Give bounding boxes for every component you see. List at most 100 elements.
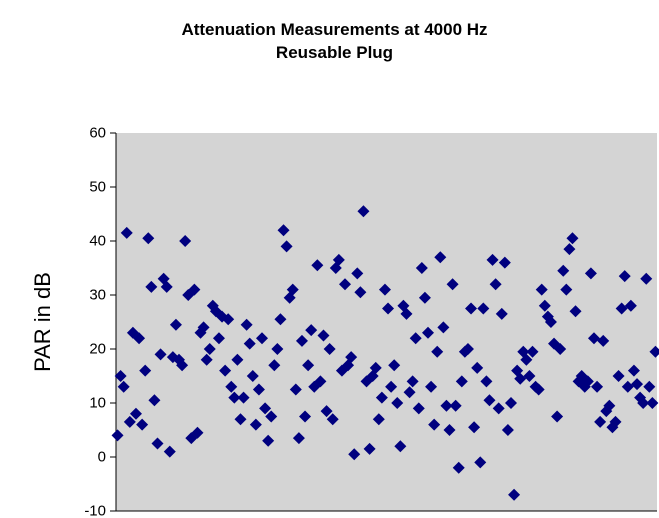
data-point xyxy=(243,337,256,350)
data-point xyxy=(480,375,493,388)
data-point xyxy=(256,332,269,345)
y-tick-label: 30 xyxy=(89,287,106,304)
data-point xyxy=(188,283,201,296)
data-point xyxy=(323,343,336,355)
data-point xyxy=(391,397,404,409)
data-point xyxy=(305,324,318,337)
data-point xyxy=(566,232,579,245)
data-point xyxy=(557,264,570,277)
data-point xyxy=(418,291,431,304)
data-point xyxy=(587,332,600,345)
data-point xyxy=(495,307,508,320)
data-point xyxy=(465,302,478,315)
y-tick-label: 40 xyxy=(89,233,106,250)
y-tick-label: -10 xyxy=(84,503,106,518)
data-point xyxy=(354,286,367,299)
data-point xyxy=(532,383,545,396)
data-point xyxy=(535,283,548,296)
data-point xyxy=(246,370,259,382)
chart-title-block: Attenuation Measurements at 4000 Hz Reus… xyxy=(0,18,659,64)
data-point xyxy=(332,253,345,266)
data-point xyxy=(520,353,533,366)
data-point xyxy=(120,226,133,239)
data-point xyxy=(412,402,425,415)
data-point xyxy=(403,386,416,399)
data-point xyxy=(560,283,573,296)
data-point xyxy=(139,364,152,377)
data-point xyxy=(271,343,284,355)
data-point xyxy=(609,415,622,428)
data-point xyxy=(415,262,428,274)
data-point xyxy=(406,375,419,388)
chart-title: Attenuation Measurements at 4000 Hz xyxy=(181,20,488,39)
data-point xyxy=(225,380,238,393)
data-point xyxy=(544,316,557,328)
data-point xyxy=(176,359,189,372)
data-point xyxy=(259,402,272,415)
data-point xyxy=(646,397,659,409)
data-point xyxy=(615,302,628,315)
data-point xyxy=(378,283,391,296)
data-point xyxy=(581,375,594,388)
data-point xyxy=(314,375,327,388)
data-points xyxy=(111,205,659,501)
y-tick-label: 0 xyxy=(98,449,106,466)
data-point xyxy=(446,278,459,291)
data-point xyxy=(114,370,127,382)
data-point xyxy=(191,426,204,439)
data-point xyxy=(471,361,484,374)
data-point xyxy=(461,343,474,355)
data-point xyxy=(357,205,370,218)
data-point xyxy=(569,305,582,318)
data-point xyxy=(160,280,173,293)
data-point xyxy=(249,418,262,431)
data-point xyxy=(311,259,324,272)
data-point xyxy=(498,256,511,269)
data-point xyxy=(594,415,607,428)
data-point xyxy=(268,359,281,372)
data-point xyxy=(289,383,302,396)
data-point xyxy=(351,267,364,280)
data-point xyxy=(219,364,232,377)
data-point xyxy=(468,421,481,434)
data-point xyxy=(477,302,490,315)
y-tick-label: 20 xyxy=(89,341,106,358)
data-point xyxy=(425,380,438,393)
y-tick-label: 10 xyxy=(89,395,106,412)
data-point xyxy=(563,243,576,256)
data-point xyxy=(228,391,241,404)
data-point xyxy=(449,399,462,412)
data-point xyxy=(123,415,136,428)
data-point xyxy=(431,345,444,358)
data-point xyxy=(179,235,192,247)
data-point xyxy=(474,456,487,469)
data-point xyxy=(501,424,514,436)
data-point xyxy=(428,418,441,431)
y-tick-label: 60 xyxy=(89,125,106,142)
data-point xyxy=(265,410,278,423)
data-point xyxy=(504,397,517,409)
data-point xyxy=(643,380,656,393)
data-point xyxy=(489,278,502,291)
data-point xyxy=(394,440,407,453)
data-point xyxy=(508,488,521,501)
plot-area xyxy=(116,133,657,511)
data-point xyxy=(154,348,167,361)
data-point xyxy=(372,413,385,426)
data-point xyxy=(169,318,182,331)
data-point xyxy=(388,359,401,372)
data-point xyxy=(375,391,388,404)
data-point xyxy=(212,332,225,345)
data-point xyxy=(348,448,361,461)
data-point xyxy=(299,410,312,423)
data-point xyxy=(551,410,564,423)
data-point xyxy=(277,224,290,237)
data-point xyxy=(203,343,216,355)
data-point xyxy=(286,283,299,296)
data-point xyxy=(591,380,604,393)
data-point xyxy=(274,313,287,326)
data-point xyxy=(145,280,158,293)
data-point xyxy=(326,413,339,426)
data-point xyxy=(280,240,293,253)
